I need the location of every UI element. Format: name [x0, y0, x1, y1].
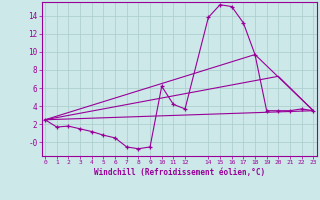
- X-axis label: Windchill (Refroidissement éolien,°C): Windchill (Refroidissement éolien,°C): [94, 168, 265, 177]
